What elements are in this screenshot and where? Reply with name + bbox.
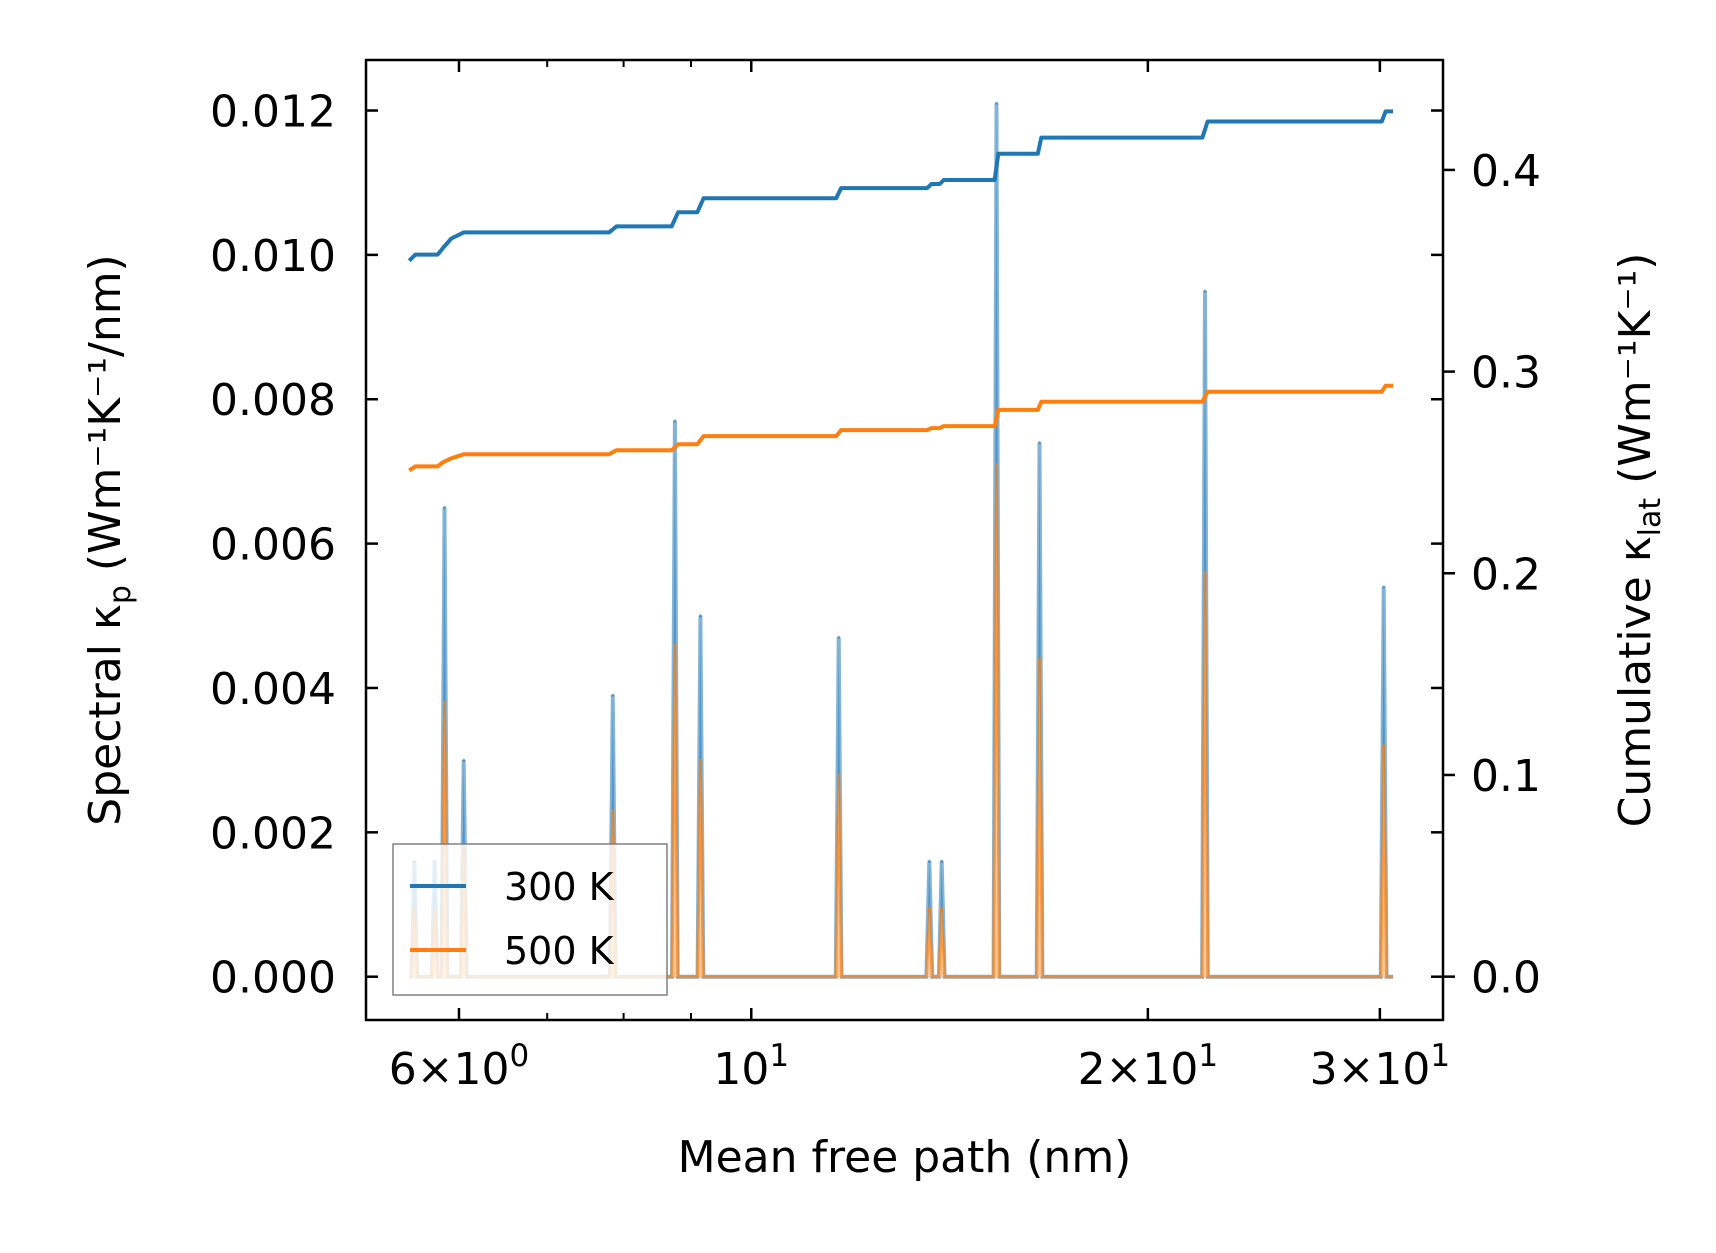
y-left-tick-label: 0.002 [210,808,336,859]
spectral-peak-300k [611,693,615,697]
legend-label-300k: 300 K [504,865,615,909]
ticks-layer: 0.000 0.002 0.004 0.006 0.008 0.010 0.012 0.0 0.… [210,60,1541,1095]
spectral-peak-300k [995,101,998,105]
spectral-peak-300k [443,506,446,509]
spectral-peak-500k [837,773,841,777]
spectral-peak-500k [1203,571,1207,574]
y-left-axis-label: Spectral κp (Wm⁻¹K⁻¹/nm) [80,254,138,825]
legend: 300 K 500 K [392,843,668,996]
spectral-peak-300k [462,758,466,762]
spectral-peak-300k [940,859,944,863]
y-left-tick-label: 0.010 [210,231,336,282]
x-axis-label: Mean free path (nm) [678,1132,1132,1183]
y-right-axis-label: Cumulative κlat (Wm⁻¹K⁻¹) [1610,253,1668,828]
spectral-peak-300k [698,614,702,618]
x-tick-label: 6×100 [389,1038,530,1095]
y-right-tick-label: 0.4 [1471,146,1541,197]
x-tick-label: 101 [713,1038,789,1095]
spectral-peak-300k [1203,289,1207,293]
y-right-tick-label: 0.1 [1471,751,1541,802]
spectral-peak-300k [837,635,841,639]
spectral-peak-500k [940,906,944,910]
y-right-tick-label: 0.0 [1471,953,1541,1004]
spectral-peak-300k [1382,585,1386,589]
x-tick-label: 2×101 [1078,1038,1219,1095]
spectral-peak-300k [927,859,931,863]
y-left-tick-label: 0.008 [210,375,336,426]
spectral-peak-500k [611,809,615,813]
cumulative-line-300k [407,109,1394,263]
spectral-peak-300k [673,419,677,423]
spectral-peak-500k [995,462,998,466]
spectral-peak-500k [673,643,677,647]
spectral-peak-500k [698,758,702,762]
y-right-tick-label: 0.2 [1471,549,1541,600]
plot-frame [364,58,1445,1022]
x-tick-label: 3×101 [1310,1038,1451,1095]
cumulative-series-layer [407,109,1394,473]
y-left-tick-label: 0.000 [210,953,336,1004]
y-left-tick-label: 0.004 [210,664,336,715]
spectral-peak-500k [1038,657,1041,661]
spectral-peak-500k [443,700,446,704]
y-left-tick-label: 0.012 [210,87,336,138]
spectral-peak-300k [1038,441,1041,445]
spectral-peak-500k [1382,744,1386,748]
y-left-tick-label: 0.006 [210,520,336,571]
spectral-peak-500k [927,906,931,910]
legend-label-500k: 500 K [504,929,615,973]
legend-box [392,843,668,996]
y-right-tick-label: 0.3 [1471,348,1541,399]
cumulative-line-500k [408,383,1394,473]
